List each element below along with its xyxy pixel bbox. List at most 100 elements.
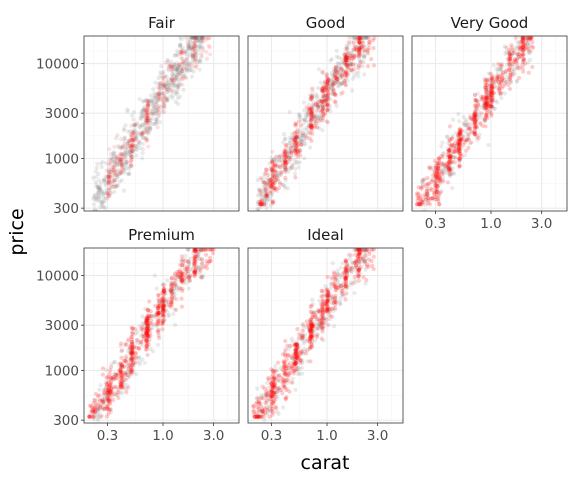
data-point [321,112,326,117]
background-point [175,52,180,57]
background-point [93,207,98,211]
background-point [255,386,260,391]
background-point [420,178,425,184]
data-point [307,124,312,129]
data-point [143,330,149,335]
data-point [259,197,264,203]
background-point [200,53,205,59]
background-point [505,62,510,67]
data-point [89,409,94,415]
data-point [119,364,124,369]
data-point [315,125,320,130]
data-point [268,177,274,182]
background-point [91,175,96,180]
background-point [165,58,170,64]
background-point [140,331,145,337]
data-point [456,146,461,151]
background-point [196,264,201,269]
data-point [521,49,526,54]
data-point [199,248,204,253]
data-point [507,62,512,67]
data-point [145,352,150,358]
background-point [114,172,119,177]
background-point [169,64,174,70]
data-point [309,123,314,128]
data-point [320,106,326,111]
background-point [130,138,135,143]
data-point [506,82,511,87]
background-point [303,336,308,341]
data-point [296,119,302,124]
background-point [161,102,166,108]
data-point [310,323,316,329]
background-point [297,128,303,133]
data-point [354,259,359,264]
data-point [490,97,495,102]
data-point [344,70,349,75]
data-point [332,75,337,80]
background-point [142,107,147,113]
background-point [133,123,138,128]
background-point [500,70,505,75]
data-point [288,145,293,150]
data-point [269,367,274,372]
background-point [141,334,146,339]
background-point [116,143,121,149]
data-point [446,163,451,168]
background-point [180,66,185,71]
data-point [199,257,205,262]
background-point [261,187,266,192]
background-point [150,314,155,319]
background-point [153,80,158,85]
data-point [112,170,118,175]
background-point [162,104,167,109]
background-point [115,173,120,178]
data-point [179,62,184,67]
data-point [329,300,335,305]
background-point [188,267,193,272]
data-point [506,59,511,64]
background-point [255,199,261,205]
data-point [469,129,474,134]
background-point [503,51,508,57]
background-point [166,87,171,92]
background-point [287,149,292,154]
background-point [292,171,298,176]
background-point [317,298,322,303]
data-point [186,269,191,274]
data-point [145,316,150,321]
data-point [161,317,166,323]
data-point [512,57,517,62]
background-point [171,311,176,317]
data-point [282,371,287,377]
data-point [458,128,463,133]
background-point [489,73,494,78]
data-point [159,298,164,304]
data-point [123,342,128,347]
data-point [344,51,349,56]
background-point [331,87,336,93]
data-point [345,63,351,68]
data-point [499,74,505,79]
background-point [513,45,518,50]
data-point [340,291,345,297]
background-point [186,275,191,280]
background-point [264,401,269,406]
data-point [312,310,317,315]
data-point [343,70,348,75]
data-point [146,342,151,347]
data-point [307,107,312,113]
panel-border [83,35,240,212]
background-point [328,58,333,63]
data-point [424,197,429,202]
background-point [308,328,313,333]
background-point [346,71,351,76]
background-point [260,194,265,199]
data-point [251,404,256,409]
data-point [163,60,168,66]
background-point [274,172,279,177]
background-point [113,392,119,397]
data-point [357,252,362,257]
background-point [150,108,155,114]
background-point [321,95,326,100]
